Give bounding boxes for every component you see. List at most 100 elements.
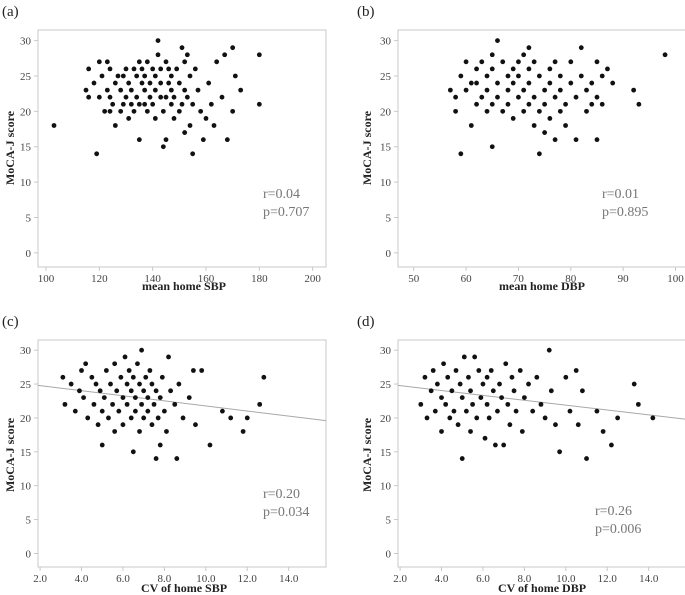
data-point [547, 66, 553, 72]
data-point [445, 374, 451, 380]
data-point [77, 388, 82, 394]
data-point [599, 101, 605, 107]
data-point [190, 151, 196, 157]
data-point [145, 395, 151, 400]
y-tick-label: 30 [20, 36, 32, 48]
data-point [530, 408, 536, 414]
y-tick-label: 10 [380, 177, 392, 189]
data-point [489, 52, 495, 58]
data-point [479, 59, 485, 65]
data-point [432, 408, 438, 414]
x-axis-title: mean home DBP [499, 279, 585, 293]
data-point [104, 87, 110, 93]
data-point [499, 395, 504, 400]
data-point [147, 368, 153, 373]
x-axis-title: CV of home DBP [498, 581, 586, 595]
data-point [605, 66, 610, 72]
data-point [112, 80, 118, 86]
data-point [468, 123, 474, 128]
data-point [83, 87, 89, 93]
data-point [81, 395, 86, 400]
data-point [599, 73, 605, 79]
y-tick-label: 0 [386, 548, 392, 560]
data-point [89, 374, 95, 380]
data-point [168, 388, 174, 394]
data-point [151, 401, 157, 407]
data-point [458, 73, 464, 79]
data-point [463, 87, 469, 93]
plot-frame [397, 339, 685, 568]
data-point [192, 66, 198, 72]
data-point [474, 80, 479, 86]
data-point [182, 87, 188, 93]
data-point [447, 415, 453, 421]
data-point [199, 368, 205, 373]
data-point [190, 368, 196, 373]
x-tick-label: 4.0 [75, 573, 89, 585]
data-point [631, 381, 637, 387]
data-point [139, 80, 145, 86]
data-point [79, 368, 84, 373]
x-tick-label: 4.0 [435, 573, 449, 585]
data-point [132, 408, 138, 414]
data-point [60, 374, 66, 380]
data-point [132, 395, 138, 400]
y-tick-label: 10 [20, 481, 32, 493]
y-tick-label: 30 [380, 36, 392, 48]
data-point [474, 66, 479, 72]
data-point [128, 388, 134, 394]
x-tick-label: 80 [565, 273, 577, 285]
data-point [182, 130, 188, 135]
x-tick-label: 12.0 [598, 573, 618, 585]
data-point [594, 94, 600, 100]
data-point [538, 401, 544, 407]
data-point [526, 381, 531, 387]
data-point [211, 123, 217, 128]
data-point [108, 381, 113, 387]
data-point [505, 73, 511, 79]
data-point [149, 422, 155, 428]
y-tick-label: 30 [380, 345, 392, 357]
data-point [536, 108, 542, 114]
data-point [580, 388, 585, 394]
data-point [174, 456, 180, 461]
data-point [240, 429, 246, 434]
data-point [179, 101, 185, 107]
data-point [85, 415, 91, 421]
data-point [120, 73, 126, 79]
data-point [256, 101, 262, 107]
y-tick-label: 0 [26, 548, 32, 560]
plot-frame [397, 29, 685, 268]
data-point [609, 442, 614, 448]
y-tick-label: 15 [380, 142, 392, 154]
data-point [484, 374, 490, 380]
data-point [510, 116, 516, 121]
data-point [128, 101, 134, 107]
data-point [155, 38, 161, 44]
data-point [120, 422, 126, 428]
data-point [547, 116, 553, 121]
data-point [489, 66, 495, 72]
data-point [584, 87, 589, 93]
data-point [136, 59, 142, 65]
x-tick-label: 10.0 [196, 573, 216, 585]
data-point [135, 361, 140, 367]
data-point [484, 73, 490, 79]
data-point [150, 66, 156, 72]
data-point [489, 144, 495, 150]
data-point [224, 137, 230, 143]
data-point [563, 123, 568, 128]
data-point [457, 381, 463, 387]
data-point [104, 59, 110, 65]
correlation-r: r=0.26 [595, 504, 632, 519]
data-point [244, 415, 250, 421]
data-point [455, 422, 461, 428]
y-tick-label: 0 [386, 248, 392, 260]
data-point [490, 388, 496, 394]
data-point [126, 80, 132, 86]
data-point [536, 73, 542, 79]
data-point [449, 388, 455, 394]
data-point [110, 401, 115, 407]
data-point [214, 59, 220, 65]
data-point [72, 408, 78, 414]
